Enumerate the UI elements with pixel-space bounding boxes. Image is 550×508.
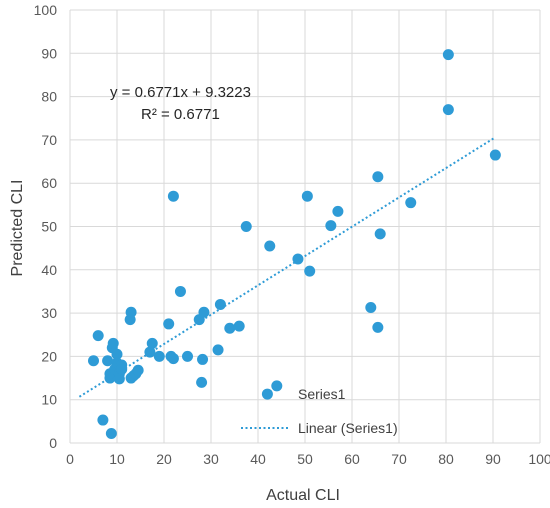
data-point-34: [197, 353, 209, 365]
data-point-1: [88, 355, 99, 367]
y-tick-label-20: 20: [41, 348, 57, 364]
x-tick-label-0: 0: [66, 451, 74, 467]
x-axis-title: Actual CLI: [266, 487, 340, 504]
x-tick-label-80: 80: [438, 451, 454, 467]
data-point-53: [405, 197, 417, 209]
data-point-31: [182, 350, 193, 362]
data-point-56: [489, 149, 501, 161]
x-tick-label-20: 20: [156, 451, 172, 467]
x-tick-label-30: 30: [203, 451, 219, 467]
x-axis-ticks: 0 10 20 30 40 50 60 70 80 90 100: [66, 451, 550, 467]
data-point-18: [125, 306, 137, 318]
y-tick-label-50: 50: [41, 219, 57, 235]
x-tick-label-50: 50: [297, 451, 313, 467]
legend-label-series1: Series1: [298, 386, 346, 402]
data-point-26: [163, 318, 175, 330]
data-point-47: [325, 220, 337, 232]
data-point-52: [374, 228, 386, 240]
data-point-48: [332, 205, 344, 217]
y-tick-label-10: 10: [41, 392, 57, 408]
data-point-2: [92, 330, 104, 342]
data-point-28: [167, 190, 179, 202]
x-tick-label-40: 40: [250, 451, 266, 467]
y-tick-label-0: 0: [49, 435, 57, 451]
trendline: [78, 136, 496, 398]
data-point-30: [174, 285, 186, 297]
x-tick-label-100: 100: [528, 451, 550, 467]
data-point-7: [105, 427, 117, 439]
trendline-group: [78, 136, 496, 398]
y-axis-ticks: 0 10 20 30 40 50 60 70 80 90 100: [34, 2, 58, 451]
data-point-23: [144, 346, 156, 358]
legend: Series1 Linear (Series1): [241, 386, 398, 436]
data-point-22: [132, 364, 144, 376]
data-point-41: [261, 388, 273, 400]
data-point-37: [214, 298, 226, 310]
x-tick-label-10: 10: [109, 451, 125, 467]
gridlines: [69, 9, 541, 444]
trendline-equation: y = 0.6771x + 9.3223: [110, 84, 251, 101]
data-point-40: [240, 221, 252, 232]
data-point-36: [212, 344, 224, 356]
y-tick-label-100: 100: [34, 2, 58, 18]
y-axis-title: Predicted CLI: [9, 180, 26, 277]
y-tick-label-60: 60: [41, 175, 57, 191]
data-point-54: [442, 104, 454, 116]
trendline-r-squared: R² = 0.6771: [141, 106, 220, 123]
y-tick-label-40: 40: [41, 262, 57, 278]
data-point-43: [271, 380, 283, 392]
data-point-39: [233, 320, 245, 332]
y-tick-label-90: 90: [41, 45, 57, 61]
data-point-24: [146, 337, 158, 349]
data-point-29: [167, 353, 179, 365]
data-point-4: [102, 355, 114, 367]
y-tick-label-70: 70: [41, 132, 57, 148]
data-point-45: [301, 190, 313, 202]
data-point-3: [97, 414, 109, 426]
data-point-42: [264, 240, 276, 252]
data-point-46: [304, 265, 316, 277]
data-point-44: [292, 253, 304, 265]
y-tick-label-80: 80: [41, 89, 57, 105]
x-tick-label-70: 70: [391, 451, 407, 467]
data-point-49: [365, 301, 377, 313]
data-points: [88, 49, 501, 439]
x-tick-label-60: 60: [344, 451, 360, 467]
data-point-9: [107, 337, 119, 349]
data-point-51: [372, 171, 384, 183]
data-point-38: [224, 322, 236, 334]
legend-label-trendline: Linear (Series1): [298, 420, 398, 436]
y-tick-label-30: 30: [41, 305, 57, 321]
data-point-35: [198, 306, 210, 318]
data-point-14: [113, 373, 125, 385]
data-point-55: [442, 49, 454, 61]
data-point-33: [196, 376, 208, 388]
data-point-50: [372, 321, 384, 333]
data-point-16: [116, 363, 128, 375]
data-point-25: [153, 350, 165, 362]
x-tick-label-90: 90: [485, 451, 501, 467]
data-point-11: [111, 348, 123, 360]
